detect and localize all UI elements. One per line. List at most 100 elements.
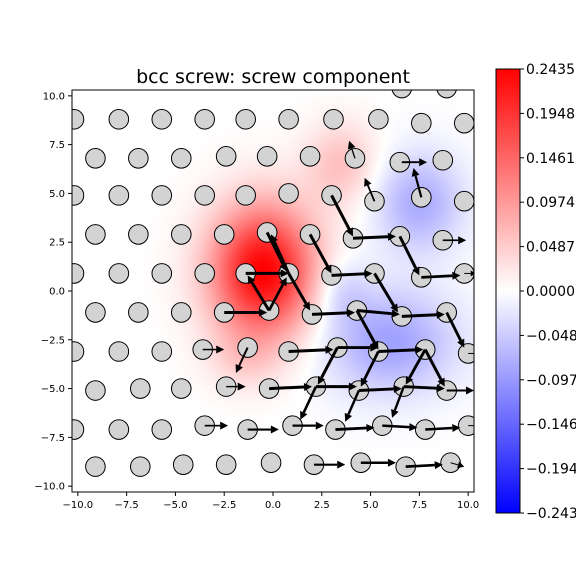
displacement-arrow	[347, 140, 356, 159]
atom-marker	[72, 185, 85, 206]
atom-marker	[457, 415, 474, 436]
atom-marker	[256, 146, 278, 167]
displacement-arrow	[421, 271, 461, 280]
displacement-arrow	[401, 310, 445, 319]
displacement-arrow	[450, 461, 465, 469]
atom-marker	[278, 183, 299, 204]
atom-marker	[151, 263, 173, 284]
atom-marker	[128, 148, 149, 169]
colorbar-tick-label: 0.0974	[526, 195, 575, 211]
displacement-arrow	[288, 345, 334, 354]
colorbar-tick-label: 0.0000	[526, 284, 575, 300]
y-tick-label: 2.5	[49, 238, 65, 249]
displacement-arrow	[442, 236, 467, 245]
chart-title: bcc screw: screw component	[136, 66, 410, 88]
colorbar-ticks: 0.2435 0.1948 0.1461 0.0974 0.0487 0.0000 −0.0…	[520, 62, 576, 522]
displacement-arrow	[224, 308, 268, 317]
displacement-arrow	[308, 233, 332, 274]
atom-marker	[194, 185, 215, 206]
displacement-arrow	[464, 270, 474, 277]
atom-marker	[151, 185, 173, 206]
colorbar-tick-label: −0.1948	[526, 462, 576, 478]
atom-marker	[72, 108, 85, 130]
colorbar-tick-label: 0.1948	[526, 106, 575, 122]
atom-marker	[436, 90, 457, 99]
colorbar-gradient	[495, 68, 521, 514]
colorbar-tick-label: 0.0487	[526, 240, 575, 256]
atom-marker	[72, 419, 85, 440]
y-tick-label: 5.0	[49, 189, 65, 200]
colorbar-tick-label: −0.0487	[526, 328, 576, 344]
y-tick-label: −2.5	[41, 335, 65, 346]
atom-marker	[170, 302, 192, 323]
displacement-arrow	[403, 384, 445, 393]
x-tick-label: 5.0	[363, 500, 379, 511]
displacement-arrow	[445, 311, 465, 348]
y-tick-label: −7.5	[41, 433, 65, 444]
atom-marker	[278, 108, 299, 130]
atom-marker	[170, 378, 192, 399]
displacement-arrow	[292, 421, 324, 430]
displacement-arrow	[405, 348, 427, 385]
atom-marker	[344, 148, 366, 169]
displacement-arrows	[202, 140, 474, 470]
displacement-arrow	[360, 458, 396, 467]
colorbar-tick-label: −0.1461	[526, 417, 576, 433]
colorbar: 0.2435 0.1948 0.1461 0.0974 0.0487 0.0000 −0.0…	[495, 62, 576, 522]
atom-marker	[170, 224, 192, 245]
displacement-arrow	[405, 461, 443, 470]
displacement-arrow	[330, 194, 354, 237]
displacement-arrow	[360, 350, 380, 387]
displacement-arrow	[315, 382, 357, 391]
colorbar-tick-label: 0.2435	[526, 62, 575, 78]
atom-marker	[108, 108, 130, 130]
atom-marker	[128, 302, 149, 323]
atom-marker	[194, 263, 215, 284]
atom-marker	[453, 190, 474, 212]
displacement-arrow	[423, 348, 445, 387]
colorbar-tick-label: −0.0974	[526, 373, 576, 389]
displacement-arrow	[235, 347, 249, 373]
displacement-arrow	[411, 168, 423, 198]
atom-marker	[235, 185, 256, 206]
displacement-arrow	[300, 386, 318, 420]
colorbar-tick-label: −0.2435	[526, 506, 576, 522]
displacement-arrow	[267, 277, 287, 312]
displacement-arrow	[245, 269, 289, 278]
displacement-arrow	[313, 460, 346, 469]
displacement-arrow	[247, 275, 271, 312]
atom-marker	[72, 263, 85, 284]
atom-marker	[299, 146, 321, 167]
displacement-arrow	[373, 272, 398, 313]
x-tick-label: −7.5	[114, 500, 138, 511]
x-tick-label: 7.5	[411, 500, 427, 511]
displacement-arrow	[364, 177, 376, 202]
x-tick-label: 0.0	[265, 500, 281, 511]
x-tick-label: 2.5	[314, 500, 330, 511]
x-tick-label: 10.0	[457, 500, 479, 511]
atom-marker	[368, 108, 389, 130]
displacement-arrow	[352, 232, 396, 241]
displacement-arrow	[337, 343, 379, 352]
atom-marker	[85, 224, 106, 245]
atom-marker	[172, 454, 194, 475]
displacement-arrow	[358, 384, 402, 393]
x-tick-label: −5.0	[163, 500, 187, 511]
atom-marker	[85, 380, 106, 401]
atom-marker	[130, 378, 151, 399]
atom-marker	[108, 419, 130, 440]
atom-marker	[364, 190, 385, 212]
displacement-arrow	[204, 421, 229, 430]
displacement-arrow	[382, 423, 418, 432]
plot-area	[71, 89, 475, 493]
displacement-arrow	[391, 386, 405, 418]
displacement-arrow	[335, 424, 375, 432]
y-tick-label: −5.0	[41, 384, 65, 395]
atom-marker	[411, 112, 432, 134]
displacement-arrow	[269, 382, 313, 391]
atom-marker	[215, 454, 237, 475]
x-tick-label: −2.5	[212, 500, 236, 511]
atom-marker	[323, 108, 344, 130]
atom-marker	[85, 302, 106, 323]
displacement-arrow	[317, 346, 339, 385]
